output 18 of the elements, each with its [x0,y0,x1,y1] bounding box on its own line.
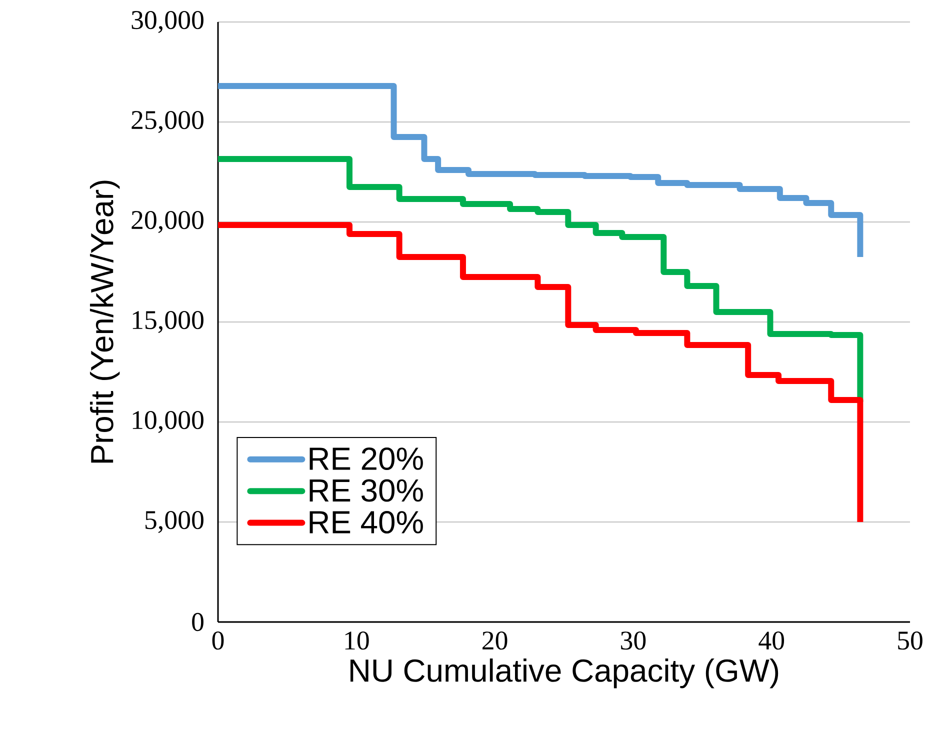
y-axis-title: Profit (Yen/kW/Year) [90,180,120,463]
x-tick-label: 50 [898,632,922,650]
y-tick-label: 15,000 [132,310,204,333]
y-tick-label: 0 [192,612,204,632]
legend-label: RE 20% [310,447,423,470]
x-tick-label: 20 [482,632,508,650]
y-tick-label: 5,000 [146,510,204,533]
x-axis-title: NU Cumulative Capacity (GW) [350,658,778,688]
y-tick-label: 25,000 [132,110,204,133]
x-tick-label: 10 [345,632,369,650]
legend-label: RE 40% [310,510,423,534]
x-tick-label: 40 [758,632,784,650]
y-tick-label: 10,000 [132,410,204,433]
x-tick-label: 30 [621,632,646,650]
legend-label: RE 30% [310,479,423,502]
x-tick-label: 0 [212,632,224,650]
y-tick-label: 20,000 [132,210,204,233]
y-tick-label: 30,000 [132,10,204,33]
